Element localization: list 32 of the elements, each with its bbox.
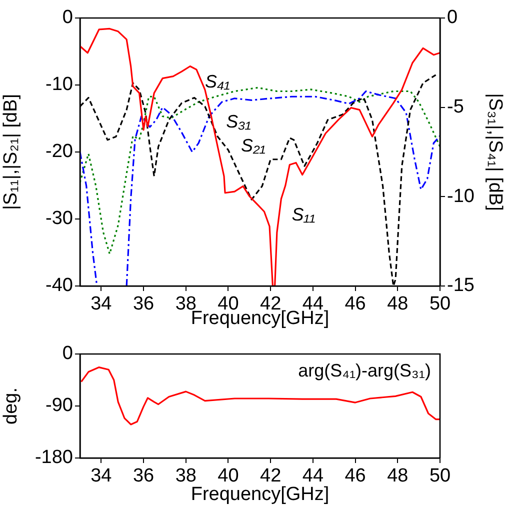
x-tick-label: 36	[132, 294, 154, 315]
y2-tick-label: -15	[447, 275, 474, 296]
x-tick-label: 46	[344, 466, 366, 487]
y-tick-label: -90	[46, 395, 73, 416]
y-tick-label: -20	[46, 141, 73, 162]
x-tick-label: 34	[90, 466, 112, 487]
y-axis-title: deg.	[0, 388, 22, 424]
x-tick-label: 50	[429, 466, 451, 487]
y-tick-label: -180	[34, 447, 73, 468]
y2-tick-label: -5	[447, 96, 464, 118]
x-tick-label: 48	[387, 294, 408, 315]
x-tick-label: 42	[260, 294, 282, 315]
y-tick-label: 0	[62, 343, 73, 364]
x-tick-label: 48	[387, 466, 408, 487]
x-tick-label: 36	[132, 466, 154, 487]
y-tick-label: -30	[46, 208, 73, 230]
series-label: S₂₁	[240, 136, 266, 156]
series-label: S₃₁	[226, 112, 252, 132]
series-label: S₁₁	[292, 204, 316, 225]
series-label: arg(S₄₁)-arg(S₃₁)	[298, 360, 431, 380]
y2-axis-title: |S₃₁|,|S₄₁| [dB]	[484, 93, 506, 211]
series-label: S₄₁	[204, 71, 230, 92]
x-tick-label: 40	[218, 294, 239, 315]
x-tick-label: 34	[90, 294, 112, 315]
y2-tick-label: 0	[447, 7, 458, 28]
x-tick-label: 50	[429, 294, 451, 315]
y-axis-title: |S₁₁|,|S₂₁| [dB]	[0, 94, 22, 210]
y-tick-label: -10	[46, 74, 73, 96]
x-tick-label: 46	[344, 294, 366, 315]
y-tick-label: 0	[62, 7, 73, 28]
y2-tick-label: -10	[447, 186, 474, 207]
y-tick-label: -40	[46, 275, 73, 296]
